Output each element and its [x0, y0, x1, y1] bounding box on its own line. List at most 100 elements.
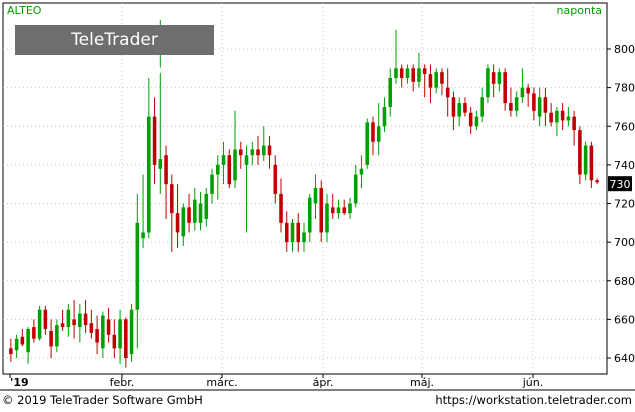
candle	[296, 213, 301, 252]
candle-body	[204, 193, 209, 219]
candle-body	[555, 110, 559, 123]
candle	[365, 118, 370, 169]
candle-body	[9, 348, 13, 355]
candle	[9, 338, 13, 362]
website-link[interactable]: https://workstation.teletrader.com	[435, 393, 632, 407]
candle-body	[187, 207, 191, 223]
candle-body	[296, 222, 301, 243]
candle	[474, 110, 479, 131]
candle-body	[250, 149, 255, 156]
candle	[43, 305, 48, 335]
candle-body	[238, 149, 243, 156]
logo-text-part1: TeleTrader	[71, 30, 158, 50]
candle-body	[543, 97, 548, 113]
candle	[388, 68, 392, 117]
candle	[434, 68, 438, 94]
candle	[78, 303, 82, 343]
candle	[273, 155, 278, 204]
candle	[72, 300, 76, 339]
candle-body	[302, 232, 306, 243]
candle-body	[216, 164, 220, 175]
candle-body	[440, 72, 444, 84]
candle	[175, 184, 180, 248]
candle	[491, 64, 496, 98]
date-axis: '19 febr. márc. ápr. máj. jún.	[9, 374, 543, 389]
candle-body	[491, 72, 496, 84]
candle	[307, 193, 312, 243]
candle-body	[210, 174, 214, 194]
candle-body	[445, 87, 450, 98]
candle-body	[486, 68, 490, 98]
candle	[187, 193, 191, 233]
y-tick-label: 640	[614, 352, 635, 365]
candle-body	[532, 93, 536, 111]
candle-body	[198, 203, 203, 223]
y-tick-label: 800	[614, 43, 635, 56]
candle	[227, 149, 232, 189]
candle-body	[49, 330, 53, 347]
ticker-label: ALTEO	[7, 4, 42, 17]
candle-body	[480, 97, 484, 117]
candle-body	[503, 72, 507, 104]
candle	[66, 303, 71, 337]
candle-body	[37, 309, 42, 339]
candle	[422, 64, 427, 98]
candle-body	[319, 188, 324, 233]
candle	[60, 309, 65, 331]
candle	[256, 135, 260, 165]
candle-body	[164, 155, 168, 185]
candle	[348, 197, 352, 219]
candle	[112, 319, 117, 358]
candle	[135, 193, 140, 349]
candle	[284, 211, 289, 252]
candle-body	[549, 112, 553, 123]
candle	[555, 106, 559, 136]
candle	[141, 174, 145, 248]
candle-body	[181, 207, 186, 237]
candle	[261, 126, 266, 162]
candle	[336, 199, 341, 219]
candle-body	[32, 327, 36, 339]
candle-body	[560, 110, 565, 121]
candle	[451, 91, 456, 131]
candle-body	[141, 232, 145, 239]
candle	[221, 141, 226, 185]
candle	[382, 97, 387, 133]
candle-body	[417, 68, 421, 82]
candle	[325, 193, 329, 243]
candle	[532, 87, 536, 121]
last-price-marker	[608, 176, 632, 192]
candle	[468, 106, 473, 134]
candle-body	[60, 323, 65, 328]
x-tick-label: márc.	[206, 376, 237, 389]
y-tick-label: 660	[614, 313, 635, 326]
y-tick-label: 740	[614, 159, 635, 172]
y-tick-label: 780	[614, 82, 635, 95]
candle-body	[428, 74, 433, 88]
candle	[152, 97, 157, 185]
candle-body	[72, 319, 76, 326]
candle	[49, 319, 53, 358]
candle	[543, 87, 548, 127]
interval-label[interactable]: naponta	[556, 4, 602, 17]
candle	[32, 319, 36, 343]
candle-body	[152, 116, 157, 165]
candle	[503, 68, 507, 111]
candle	[376, 103, 381, 156]
candle-body	[457, 103, 461, 117]
candle	[26, 327, 30, 364]
candle-body	[221, 155, 226, 165]
candle-body	[388, 77, 392, 107]
candle-body	[572, 116, 576, 131]
candle	[359, 155, 364, 189]
candle	[302, 222, 306, 252]
candle-body	[95, 329, 99, 343]
candle	[83, 300, 88, 333]
candle-body	[256, 149, 260, 156]
candle-body	[342, 207, 347, 214]
candle-body	[376, 126, 381, 142]
candle-body	[578, 130, 582, 175]
candle-body	[83, 313, 88, 326]
candle	[170, 174, 174, 252]
